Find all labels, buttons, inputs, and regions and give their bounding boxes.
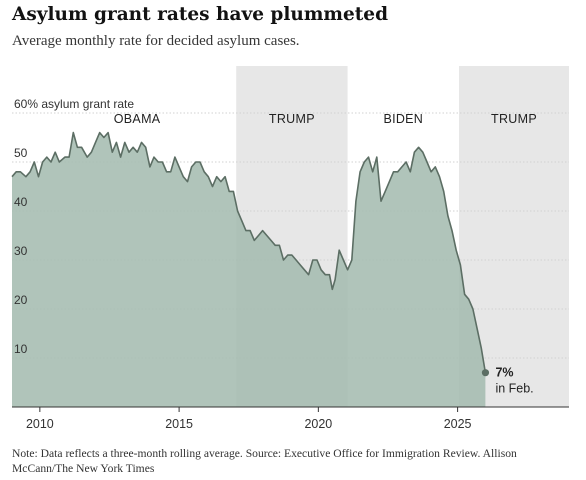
x-tick-label-2015: 2015 [165, 417, 193, 431]
x-tick-label-2025: 2025 [444, 417, 472, 431]
source-note: Note: Data reflects a three-month rollin… [12, 447, 517, 475]
period-labels: OBAMA TRUMP BIDEN TRUMP [114, 112, 537, 126]
period-label-1: TRUMP [269, 112, 315, 126]
y-tick-label-10: 10 [14, 342, 28, 356]
y-tick-label-50: 50 [14, 146, 28, 160]
asylum-grant-rate-chart: 10 20 30 40 50 60% asylum grant rate 2010 2015… [11, 66, 569, 431]
annotations: 7% in Feb. [481, 366, 534, 396]
period-label-2: BIDEN [383, 112, 423, 126]
chart-subtitle: Average monthly rate for decided asylum … [12, 33, 300, 49]
period-label-0: OBAMA [114, 112, 161, 126]
end-value-label: 7% [495, 366, 513, 380]
x-tick-label-2020: 2020 [304, 417, 332, 431]
y-tick-label-30: 30 [14, 244, 28, 258]
y-axis-labels: 10 20 30 40 50 60% asylum grant rate [14, 97, 134, 356]
period-label-3: TRUMP [491, 112, 537, 126]
area-series [11, 131, 487, 407]
end-note-label: in Feb. [495, 382, 533, 396]
x-axis: 2010 2015 2020 2025 [12, 406, 569, 431]
chart-title: Asylum grant rates have plummeted [12, 4, 389, 25]
end-point-dot [481, 369, 490, 377]
area-fill [12, 132, 486, 407]
x-tick-label-2010: 2010 [26, 417, 54, 431]
y-tick-label-40: 40 [14, 195, 28, 209]
y-axis-unit-label: 60% asylum grant rate [14, 97, 134, 111]
series-line [11, 131, 487, 373]
y-tick-label-20: 20 [14, 293, 28, 307]
